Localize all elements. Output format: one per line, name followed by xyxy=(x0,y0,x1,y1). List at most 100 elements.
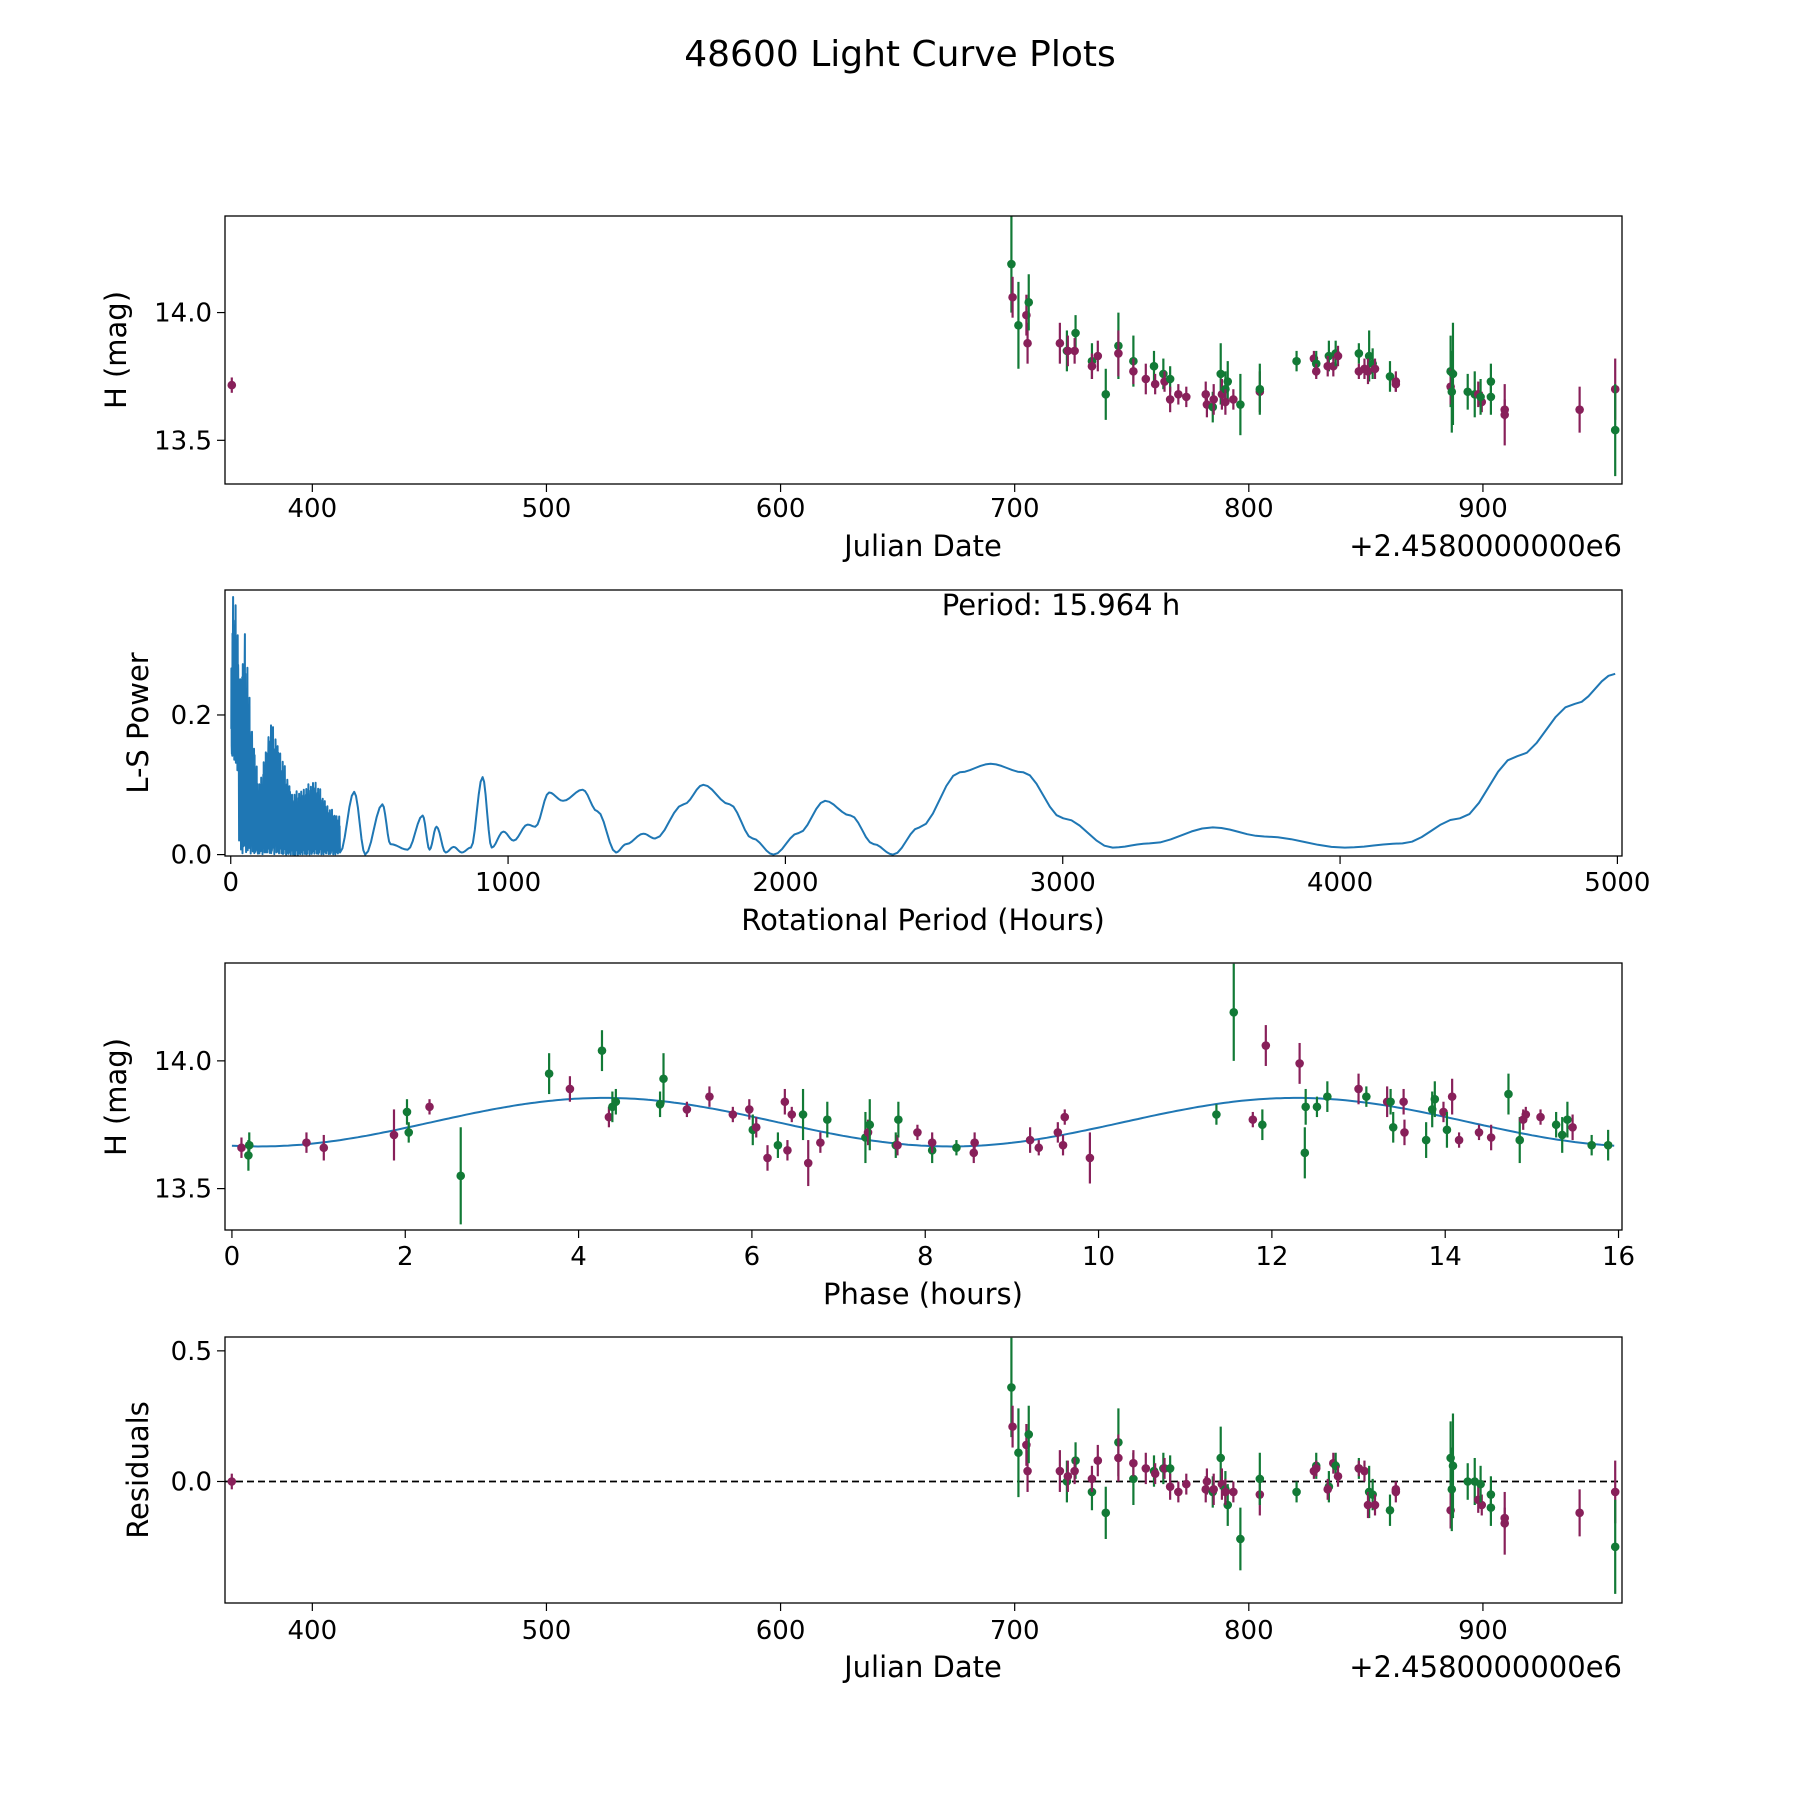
x-tick-label: 8 xyxy=(917,1242,934,1272)
data-point-magenta xyxy=(705,1092,714,1101)
data-point-magenta xyxy=(1333,351,1343,361)
data-point-magenta xyxy=(1486,1133,1496,1142)
axes-frame xyxy=(224,1336,1623,1604)
data-point-green xyxy=(1442,1125,1452,1135)
data-point-magenta xyxy=(1063,346,1073,356)
data-point-magenta xyxy=(1058,1140,1068,1150)
data-point-green xyxy=(1024,1430,1034,1439)
data-point-green xyxy=(1448,369,1458,379)
lightcurve-axes: Julian Date +2.4580000000e6 H (mag) 400 5… xyxy=(99,215,1623,563)
data-point-magenta xyxy=(1087,361,1097,371)
data-point-magenta xyxy=(1025,1135,1035,1145)
y-tick-label: 13.5 xyxy=(154,426,212,456)
data-point-magenta xyxy=(682,1105,692,1114)
phased-plot-area xyxy=(231,963,1615,1225)
x-tick-label: 600 xyxy=(756,494,806,524)
data-point-green xyxy=(1476,1479,1485,1489)
data-point-magenta xyxy=(1150,379,1160,389)
data-point-magenta xyxy=(751,1122,761,1132)
y-tick-label: 0.0 xyxy=(171,841,212,871)
data-point-magenta xyxy=(1363,367,1373,376)
x-tick-label: 1000 xyxy=(475,868,541,898)
data-point-magenta xyxy=(1129,1458,1138,1468)
data-point-green xyxy=(823,1115,832,1124)
data-point-magenta xyxy=(1500,410,1510,420)
lightcurve-plot-area xyxy=(227,216,1620,477)
data-point-magenta xyxy=(1070,346,1079,356)
x-tick-label: 4 xyxy=(570,1242,587,1272)
data-point-green xyxy=(1385,372,1395,381)
data-point-green xyxy=(655,1099,665,1109)
data-point-magenta xyxy=(1141,1464,1151,1473)
data-point-magenta xyxy=(1500,1519,1510,1528)
data-point-green xyxy=(1486,392,1496,402)
data-point-magenta xyxy=(1221,1487,1230,1497)
x-tick-label: 600 xyxy=(756,1616,806,1646)
x-tick-label: 500 xyxy=(522,1616,572,1646)
data-point-magenta xyxy=(1055,338,1065,348)
figure-title: 48600 Light Curve Plots xyxy=(684,34,1116,75)
data-point-magenta xyxy=(1391,379,1401,389)
data-point-green xyxy=(1504,1089,1513,1099)
data-point-green xyxy=(1385,1505,1395,1515)
data-point-magenta xyxy=(1060,1112,1070,1122)
data-point-magenta xyxy=(803,1158,813,1168)
x-tick-label: 2 xyxy=(397,1242,414,1272)
data-point-magenta xyxy=(728,1110,738,1119)
periodogram-plot-area xyxy=(230,596,1616,856)
data-point-magenta xyxy=(745,1105,754,1114)
data-point-magenta xyxy=(1333,1471,1343,1481)
data-point-green xyxy=(1236,400,1245,409)
data-point-magenta xyxy=(302,1138,311,1147)
data-point-green xyxy=(1007,1383,1016,1392)
data-point-green xyxy=(773,1140,783,1150)
x-tick-label: 700 xyxy=(990,1616,1040,1646)
data-point-green xyxy=(1354,349,1364,358)
periodogram-ylabel: L-S Power xyxy=(121,652,155,793)
data-point-magenta xyxy=(1174,390,1183,399)
data-point-green xyxy=(456,1171,466,1181)
data-point-magenta xyxy=(1370,1500,1380,1510)
data-point-green xyxy=(1229,1008,1239,1017)
data-point-magenta xyxy=(1536,1112,1545,1122)
data-point-magenta xyxy=(763,1153,772,1163)
data-point-green xyxy=(1129,1474,1138,1484)
data-point-green xyxy=(1292,1487,1301,1497)
data-point-green xyxy=(1024,298,1034,307)
data-point-green xyxy=(1255,384,1265,394)
data-point-green xyxy=(1587,1140,1596,1150)
data-point-magenta xyxy=(1474,1128,1484,1137)
data-point-magenta xyxy=(1093,1456,1103,1465)
x-tick-label: 0 xyxy=(224,1242,241,1272)
data-point-green xyxy=(865,1120,875,1130)
periodogram-line xyxy=(230,596,1616,856)
data-point-magenta xyxy=(227,1477,237,1486)
data-point-magenta xyxy=(237,1143,246,1153)
data-point-magenta xyxy=(425,1102,434,1112)
data-point-green xyxy=(1515,1135,1525,1145)
axes-frame xyxy=(224,215,1623,485)
data-point-magenta xyxy=(780,1097,790,1107)
data-point-magenta xyxy=(1311,367,1321,376)
data-point-magenta xyxy=(1477,1500,1487,1510)
data-point-green xyxy=(597,1046,607,1055)
data-point-magenta xyxy=(783,1145,792,1155)
data-point-green xyxy=(1448,1461,1458,1471)
data-point-green xyxy=(1463,1477,1473,1486)
data-point-magenta xyxy=(1055,1466,1065,1476)
data-point-green xyxy=(1551,1120,1561,1130)
data-point-green xyxy=(1212,1110,1221,1119)
y-tick-label: 0.2 xyxy=(171,701,212,731)
x-tick-label: 3000 xyxy=(1030,868,1096,898)
data-point-magenta xyxy=(1209,1485,1218,1494)
data-point-green xyxy=(1255,1474,1265,1484)
period-annotation: Period: 15.964 h xyxy=(942,588,1181,622)
data-point-magenta xyxy=(1023,338,1032,348)
data-point-green xyxy=(1312,1102,1322,1112)
data-point-magenta xyxy=(1360,1466,1369,1476)
data-point-magenta xyxy=(1165,1482,1175,1492)
data-point-magenta xyxy=(1323,1485,1333,1494)
data-point-magenta xyxy=(1400,1128,1409,1137)
data-point-magenta xyxy=(1311,1464,1321,1473)
data-point-green xyxy=(1563,1115,1572,1124)
